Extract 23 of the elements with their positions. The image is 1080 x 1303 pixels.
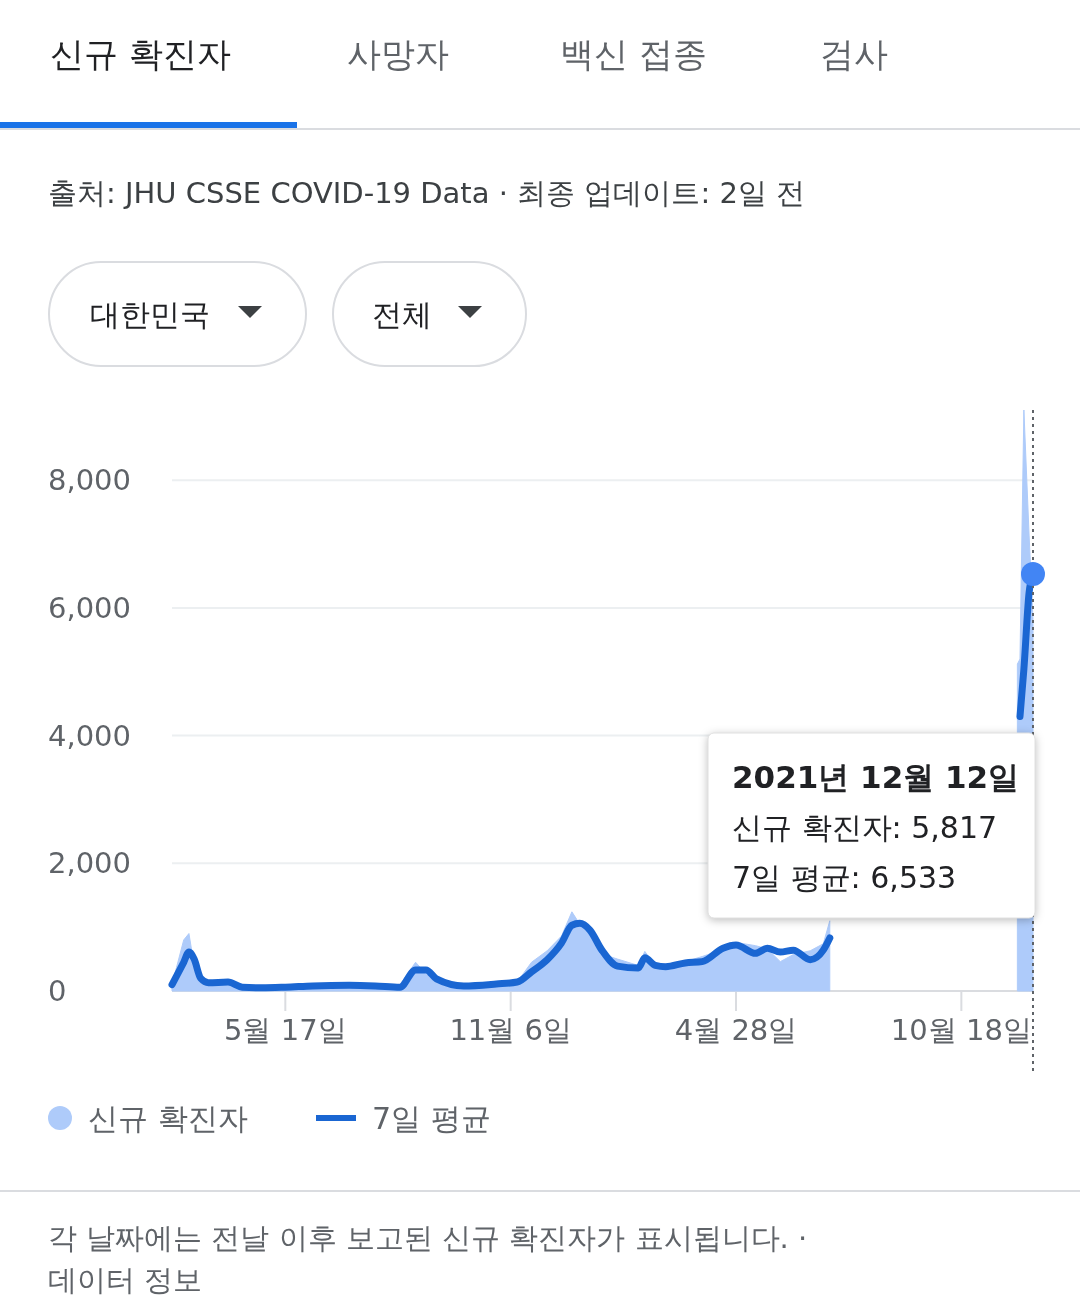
legend-label: 신규 확진자 bbox=[88, 1100, 248, 1136]
text: 백신 접종 bbox=[560, 34, 707, 74]
annotation: 2021년 12월 12일 bbox=[732, 759, 1020, 795]
x-tick-label: 5월 17일 bbox=[224, 1013, 347, 1047]
y-tick-label: 4,000 bbox=[48, 718, 132, 753]
y-tick-label: 0 bbox=[48, 974, 67, 1008]
y-tick-label: 2,000 bbox=[48, 846, 132, 881]
y-tick-label: 8,000 bbox=[48, 463, 132, 498]
legend-label: 7일 평균 bbox=[372, 1100, 491, 1136]
text: 대한민국 bbox=[90, 297, 210, 332]
x-tick-label: 4월 28일 bbox=[674, 1013, 798, 1047]
annotation: 7일 평균: 6,533 bbox=[732, 860, 957, 895]
source-note: 출처: JHU CSSE COVID-19 Data · 최종 업데이트: 2일 전 bbox=[48, 176, 806, 210]
text: 각 날짜에는 전날 이후 보고된 신규 확진자가 표시됩니다. · bbox=[48, 1221, 808, 1255]
x-tick-label: 11월 6일 bbox=[449, 1013, 572, 1047]
text: 검사 bbox=[820, 34, 888, 74]
text: 사망자 bbox=[347, 34, 449, 74]
annotation: 신규 확진자: 5,817 bbox=[732, 810, 998, 845]
text: 데이터 정보 bbox=[48, 1263, 203, 1297]
text: 신규 확진자 bbox=[50, 34, 231, 74]
y-tick-label: 6,000 bbox=[48, 590, 132, 625]
x-tick-label: 10월 18일 bbox=[890, 1013, 1032, 1047]
text: 전체 bbox=[372, 297, 432, 332]
